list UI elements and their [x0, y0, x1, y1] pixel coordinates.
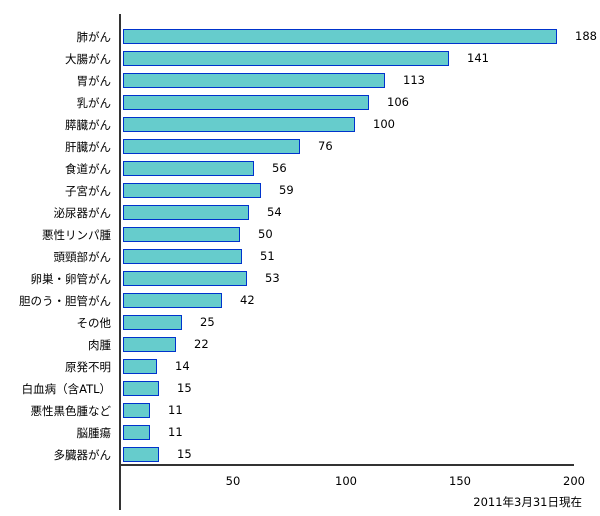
bar: [123, 95, 369, 110]
category-label: 多臓器がん: [53, 448, 112, 462]
bar: [123, 139, 300, 154]
value-label: 51: [260, 249, 275, 263]
category-label: 大腸がん: [65, 52, 111, 66]
bar-row: 子宮がん 59: [0, 183, 600, 205]
bar-row: 卵巣・卵管がん 53: [0, 271, 600, 293]
category-label: 膵臓がん: [65, 118, 111, 132]
bar-row: 原発不明 14: [0, 359, 600, 381]
category-label: 悪性黒色腫など: [30, 404, 112, 418]
bar-row: 肝臓がん 76: [0, 139, 600, 161]
value-label: 15: [177, 447, 192, 461]
bar: [123, 271, 247, 286]
category-label: 悪性リンパ腫: [42, 228, 111, 242]
category-label: 原発不明: [65, 360, 111, 374]
bar: [123, 425, 150, 440]
category-label: 食道がん: [65, 162, 111, 176]
value-label: 22: [194, 337, 209, 351]
bar-row: 悪性リンパ腫 50: [0, 227, 600, 249]
bar-row: 肉腫 22: [0, 337, 600, 359]
bar: [123, 359, 157, 374]
bar-row: 食道がん 56: [0, 161, 600, 183]
bar: [123, 29, 557, 44]
bar-row: 乳がん 106: [0, 95, 600, 117]
bar-row: 泌尿器がん 54: [0, 205, 600, 227]
bar: [123, 161, 254, 176]
category-label: 胃がん: [76, 74, 112, 88]
bar-row: 肺がん 188: [0, 29, 600, 51]
value-label: 100: [373, 117, 395, 131]
bar: [123, 183, 261, 198]
bar: [123, 315, 182, 330]
category-label: 肝臓がん: [65, 140, 111, 154]
category-label: 白血病（含ATL）: [21, 382, 111, 396]
bar: [123, 51, 449, 66]
bar-row: その他 25: [0, 315, 600, 337]
bar: [123, 249, 242, 264]
bar: [123, 227, 240, 242]
bar: [123, 337, 176, 352]
category-label: 脳腫瘍: [76, 426, 112, 440]
value-label: 15: [177, 381, 192, 395]
bar: [123, 403, 150, 418]
bar-row: 胆のう・胆管がん 42: [0, 293, 600, 315]
category-label: 子宮がん: [65, 184, 111, 198]
date-annotation: 2011年3月31日現在: [473, 495, 582, 509]
category-label: 肉腫: [88, 338, 111, 352]
x-tick-50: 50: [225, 474, 241, 488]
category-label: 胆のう・胆管がん: [19, 294, 111, 308]
value-label: 42: [240, 293, 255, 307]
value-label: 11: [168, 425, 183, 439]
x-tick-100: 100: [335, 474, 357, 488]
value-label: 141: [467, 51, 489, 65]
value-label: 14: [175, 359, 190, 373]
bar: [123, 293, 222, 308]
value-label: 25: [200, 315, 215, 329]
value-label: 188: [575, 29, 597, 43]
value-label: 56: [272, 161, 287, 175]
value-label: 106: [387, 95, 409, 109]
bar: [123, 117, 355, 132]
value-label: 54: [267, 205, 282, 219]
value-label: 76: [318, 139, 333, 153]
category-label: 肺がん: [76, 30, 112, 44]
category-label: 卵巣・卵管がん: [30, 272, 112, 286]
bar-row: 大腸がん 141: [0, 51, 600, 73]
value-label: 53: [265, 271, 280, 285]
bar: [123, 447, 159, 462]
category-label: 頭頸部がん: [53, 250, 112, 264]
bar: [123, 205, 249, 220]
category-label: 泌尿器がん: [53, 206, 112, 220]
category-label: その他: [76, 316, 112, 330]
x-tick-200: 200: [563, 474, 585, 488]
bar-row: 多臓器がん 15: [0, 447, 600, 469]
x-axis-line: [119, 464, 574, 466]
bar-row: 頭頸部がん 51: [0, 249, 600, 271]
value-label: 113: [403, 73, 425, 87]
value-label: 11: [168, 403, 183, 417]
value-label: 59: [279, 183, 294, 197]
y-axis-line: [119, 14, 121, 510]
x-tick-150: 150: [449, 474, 471, 488]
bar-row: 膵臓がん 100: [0, 117, 600, 139]
bar-row: 脳腫瘍 11: [0, 425, 600, 447]
bar: [123, 381, 159, 396]
bar-row: 胃がん 113: [0, 73, 600, 95]
category-label: 乳がん: [76, 96, 112, 110]
value-label: 50: [258, 227, 273, 241]
bar-row: 白血病（含ATL） 15: [0, 381, 600, 403]
bar-row: 悪性黒色腫など 11: [0, 403, 600, 425]
bar: [123, 73, 385, 88]
